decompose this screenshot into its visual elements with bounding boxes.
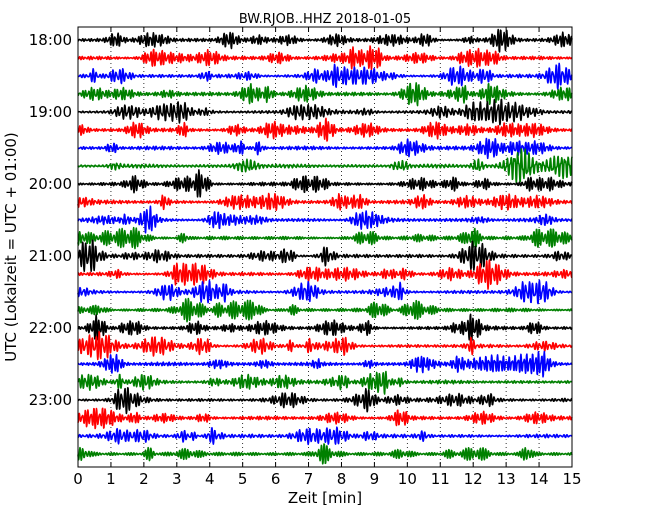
trace-row-16 [77, 313, 573, 342]
trace-row-23 [77, 443, 573, 465]
trace-row-13 [77, 259, 573, 290]
axis-ticks [77, 27, 573, 467]
y-tick-label: 21:00 [29, 247, 72, 265]
trace-row-14 [77, 279, 573, 305]
y-tick-label: 18:00 [29, 31, 72, 49]
trace-row-17 [77, 331, 573, 361]
x-tick-label: 15 [562, 470, 581, 488]
chart-title: BW.RJOB..HHZ 2018-01-05 [239, 12, 411, 27]
trace-row-20 [77, 386, 573, 415]
trace-row-9 [77, 192, 573, 212]
seismic-traces [77, 28, 573, 465]
x-tick-label: 6 [271, 470, 281, 488]
plot-frame [77, 26, 573, 468]
trace-row-6 [77, 137, 573, 160]
y-axis-label: UTC (Lokalzeit = UTC + 01:00) [2, 132, 20, 362]
tick-labels: 0 1 2 3 4 5 6 7 8 9 10 11 12 13 14 1518:0019:0020:0021:… [29, 31, 582, 488]
trace-row-3 [77, 82, 573, 107]
x-tick-label: 9 [370, 470, 380, 488]
trace-row-19 [77, 370, 573, 395]
trace-row-4 [77, 98, 573, 126]
trace-row-0 [77, 28, 573, 53]
y-tick-label: 23:00 [29, 391, 72, 409]
y-tick-label: 22:00 [29, 319, 72, 337]
trace-row-1 [77, 45, 573, 71]
trace-row-22 [77, 426, 573, 446]
trace-row-15 [77, 297, 573, 323]
x-tick-label: 1 [106, 470, 116, 488]
trace-row-12 [77, 239, 573, 273]
x-tick-label: 4 [205, 470, 215, 488]
trace-row-2 [77, 62, 573, 90]
trace-row-10 [77, 205, 573, 234]
trace-row-5 [77, 117, 573, 142]
x-tick-label: 8 [337, 470, 347, 488]
x-tick-label: 0 [73, 470, 83, 488]
trace-row-8 [77, 169, 573, 198]
y-tick-label: 20:00 [29, 175, 72, 193]
x-tick-label: 10 [398, 470, 417, 488]
trace-row-7 [77, 148, 573, 185]
grid-lines [110, 27, 540, 467]
y-tick-label: 19:00 [29, 103, 72, 121]
x-axis-label: Zeit [min] [288, 489, 362, 507]
x-tick-label: 12 [464, 470, 483, 488]
x-tick-label: 5 [238, 470, 248, 488]
trace-row-18 [77, 350, 573, 378]
trace-row-21 [77, 407, 573, 430]
x-tick-label: 14 [530, 470, 549, 488]
x-tick-label: 11 [431, 470, 450, 488]
x-tick-label: 13 [497, 470, 516, 488]
x-tick-label: 7 [304, 470, 314, 488]
trace-row-11 [77, 226, 573, 250]
x-tick-label: 2 [139, 470, 149, 488]
x-tick-label: 3 [172, 470, 182, 488]
